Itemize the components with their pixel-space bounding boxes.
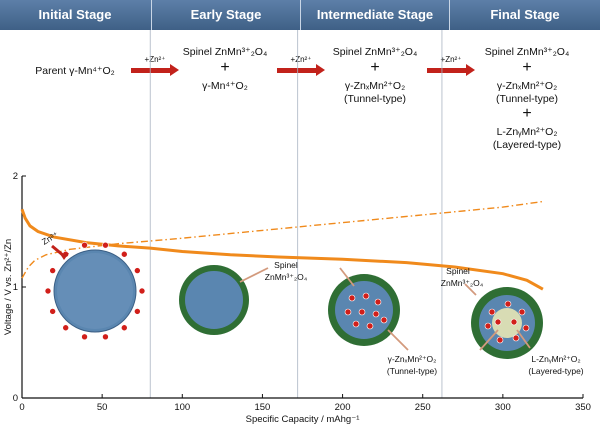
stage-divider <box>449 0 450 30</box>
stage-divider <box>151 0 152 30</box>
final-spinel-label: Spinel ZnMn³⁺₂O₄ <box>484 46 570 58</box>
stage-title-initial: Initial Stage <box>38 7 112 22</box>
x-tick-label: 50 <box>97 402 108 413</box>
layered-type-label: (Layered-type) <box>528 366 583 376</box>
spinel-label: Spinel <box>446 266 470 276</box>
zn-ion-dot <box>344 308 352 316</box>
spinel-label: Spinel <box>274 260 298 270</box>
zn-ion-dot <box>49 267 56 274</box>
zn-ion-dot <box>49 308 56 315</box>
zn-ion-dot <box>512 334 520 342</box>
arrow-label: +Zn²⁺ <box>440 55 462 64</box>
zn-ion-dot <box>62 324 69 332</box>
stage-title-intermediate: Intermediate Stage <box>316 7 434 22</box>
plus-sign: + <box>522 59 532 76</box>
final-layered-label: L-ZnᵧMn²⁺O₂ <box>496 126 558 138</box>
intermediate-tunnel-label: γ-ZnₓMn²⁺O₂ <box>344 80 406 92</box>
x-tick-label: 100 <box>174 402 190 413</box>
zn-ion-dot <box>488 308 496 316</box>
final-layered-type: (Layered-type) <box>492 139 562 151</box>
y-tick-label: 0 <box>13 393 18 404</box>
zn-ion-dot <box>362 292 370 300</box>
stage-header-bar: Initial Stage Early Stage Intermediate S… <box>0 0 600 30</box>
x-tick-label: 350 <box>575 402 591 413</box>
tunnel-type-label: (Tunnel-type) <box>387 366 437 376</box>
early-gamma-label: γ-Mn⁴⁺O₂ <box>202 80 248 92</box>
plus-sign: + <box>220 59 230 76</box>
x-axis-title: Specific Capacity / mAhg⁻¹ <box>246 414 360 425</box>
x-tick-label: 150 <box>254 402 270 413</box>
final-tunnel-type: (Tunnel-type) <box>495 93 559 105</box>
particle-early <box>179 265 249 335</box>
zn-ion-dot <box>496 336 504 344</box>
stage-divider <box>300 0 301 30</box>
zn-ion-dot <box>522 324 530 332</box>
zn-ion-dot <box>494 318 502 326</box>
discharge-curve <box>20 208 544 291</box>
x-tick-label: 200 <box>335 402 351 413</box>
zn-ion-dot <box>374 298 382 306</box>
stage-title-early: Early Stage <box>190 7 262 22</box>
spinel-formula: ZnMn³⁺₂O₄ <box>441 278 484 288</box>
stage-title-final: Final Stage <box>490 7 560 22</box>
final-tunnel-label: γ-ZnₓMn²⁺O₂ <box>496 80 558 92</box>
zn-ion-dot <box>81 333 88 341</box>
zn-ion-dot <box>510 318 518 326</box>
zn-ion-dot <box>121 324 128 332</box>
zn-ion-dot <box>352 320 360 328</box>
zn-ion-dot <box>358 308 366 316</box>
plus-sign: + <box>370 59 380 76</box>
particle-initial <box>44 241 146 341</box>
zn-ion-dot <box>134 267 141 274</box>
zn-arrow-head-icon <box>60 253 69 260</box>
early-spinel-label: Spinel ZnMn³⁺₂O₄ <box>182 46 268 58</box>
tunnel-phase-label: γ-ZnₓMn²⁺O₂ <box>388 354 437 364</box>
plus-sign: + <box>522 105 532 122</box>
zn-insertion-arrow: +Zn²⁺ <box>427 55 475 76</box>
zn-ion-dot <box>44 287 52 295</box>
charge-curve <box>21 200 543 279</box>
x-tick-label: 250 <box>415 402 431 413</box>
parent-phase-label: Parent γ-Mn⁴⁺O₂ <box>35 65 115 77</box>
zn-ion-dot <box>504 300 512 308</box>
zn-ion-dot <box>348 294 356 302</box>
y-tick-label: 1 <box>13 282 18 293</box>
zn-ion-dot <box>138 287 146 295</box>
zn-ion-dot <box>121 250 128 258</box>
particle-intermediate <box>328 274 400 346</box>
x-tick-label: 0 <box>19 402 24 413</box>
arrow-label: +Zn²⁺ <box>144 55 166 64</box>
zn-ion-dot <box>102 241 109 249</box>
zn-ion-dot <box>81 241 88 249</box>
zn-ion-dot <box>484 322 492 330</box>
y-axis-title: Voltage / V vs. Zn²⁺/Zn <box>3 239 14 335</box>
zn-ion-dot <box>518 308 526 316</box>
intermediate-tunnel-type: (Tunnel-type) <box>343 93 407 105</box>
zn-insertion-arrow: +Zn²⁺ <box>277 55 325 76</box>
spinel-formula: ZnMn³⁺₂O₄ <box>265 272 308 282</box>
arrow-label: +Zn²⁺ <box>290 55 312 64</box>
y-tick-label: 2 <box>13 171 18 182</box>
zn-ion-dot <box>380 316 388 324</box>
zn-ion-dot <box>366 322 374 330</box>
zn-ion-dot <box>134 308 141 315</box>
zn-ion-dot <box>102 333 109 341</box>
zn-insertion-arrow: +Zn²⁺ <box>131 55 179 76</box>
zn-ion-dot <box>372 310 380 318</box>
layered-phase-label: L-ZnᵧMn²⁺O₂ <box>531 354 580 364</box>
intermediate-spinel-label: Spinel ZnMn³⁺₂O₄ <box>332 46 418 58</box>
x-tick-label: 300 <box>495 402 511 413</box>
